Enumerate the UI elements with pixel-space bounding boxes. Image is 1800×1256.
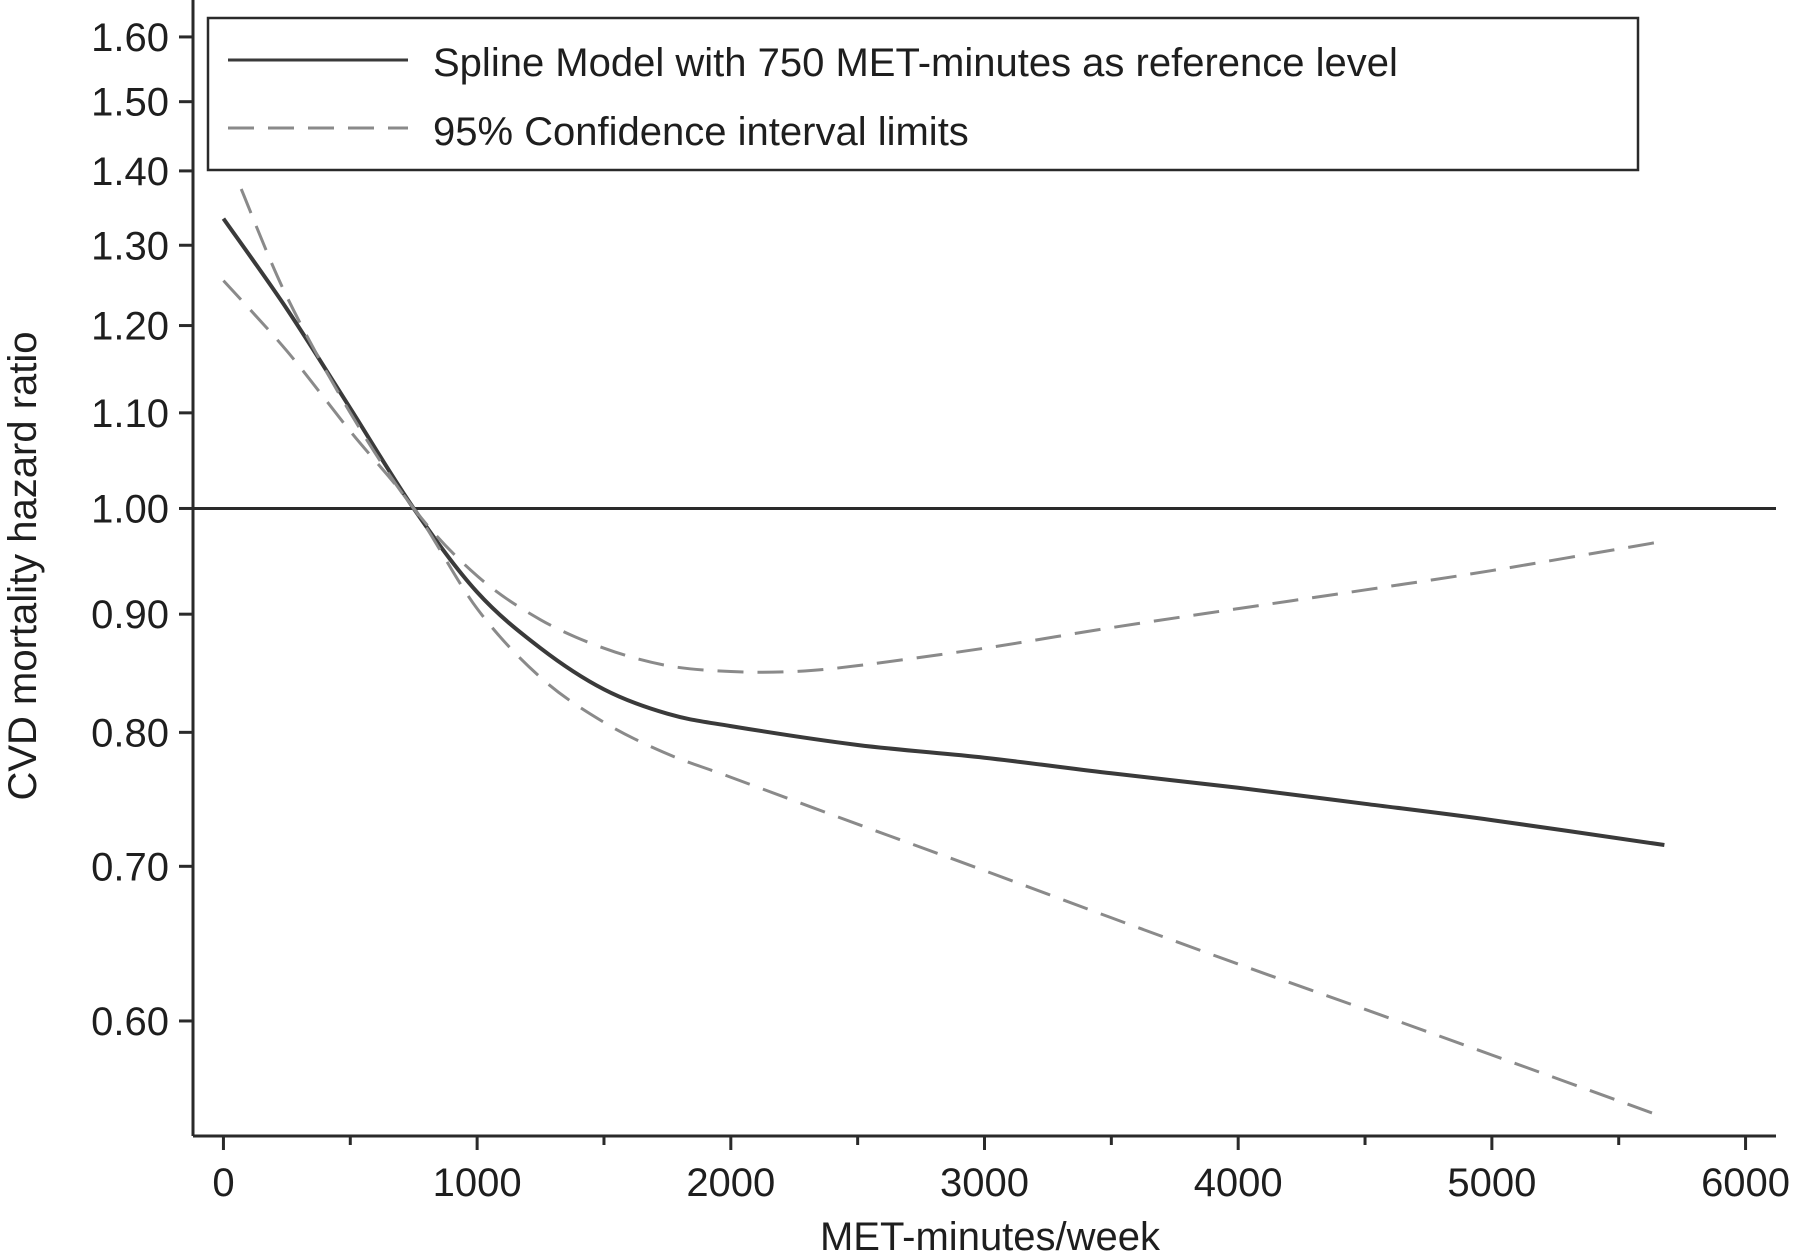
x-tick-label: 3000	[940, 1161, 1029, 1205]
y-tick-label: 0.90	[91, 593, 169, 637]
x-tick-label: 5000	[1447, 1161, 1536, 1205]
x-tick-label: 0	[212, 1161, 234, 1205]
y-tick-label: 1.50	[91, 81, 169, 125]
y-tick-label: 1.40	[91, 150, 169, 194]
y-tick-label: 1.30	[91, 224, 169, 268]
y-axis-ticks: 0.60 0.70 0.80 0.90 1.00 1.10 1.20 1.30 1.40 1.50…	[91, 16, 193, 1044]
ci-lower-line	[222, 279, 1665, 1119]
y-tick-label: 1.60	[91, 16, 169, 60]
y-tick-label: 1.20	[91, 305, 169, 349]
series-layer	[221, 188, 1665, 1119]
legend-entry-spline: Spline Model with 750 MET-minutes as ref…	[433, 41, 1398, 85]
ci-upper-line	[239, 188, 1665, 674]
legend: Spline Model with 750 MET-minutes as ref…	[206, 16, 1640, 172]
legend-box	[206, 16, 1640, 172]
x-axis-title: MET-minutes/week	[820, 1215, 1161, 1256]
y-tick-label: 0.80	[91, 711, 169, 755]
y-tick-label: 0.60	[91, 1000, 169, 1044]
y-tick-label: 0.70	[91, 845, 169, 889]
x-tick-label: 1000	[433, 1161, 522, 1205]
x-tick-label: 2000	[686, 1161, 775, 1205]
y-axis-title: CVD mortality hazard ratio	[1, 331, 45, 800]
x-tick-label: 4000	[1194, 1161, 1283, 1205]
x-axis-ticks: 0 1000 2000 3000 4000 5000 6000	[212, 1136, 1790, 1205]
y-tick-label: 1.00	[91, 487, 169, 531]
y-tick-label: 1.10	[91, 392, 169, 436]
x-tick-label: 6000	[1701, 1161, 1790, 1205]
spline-line	[221, 217, 1665, 848]
legend-entry-ci: 95% Confidence interval limits	[433, 110, 969, 154]
